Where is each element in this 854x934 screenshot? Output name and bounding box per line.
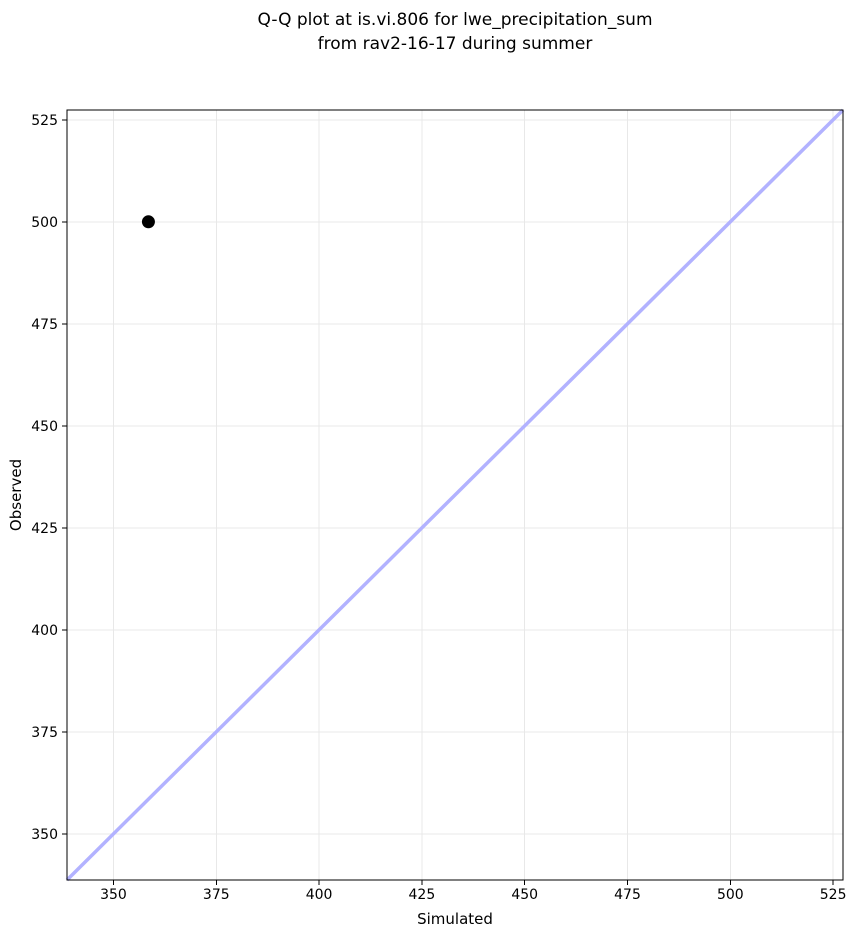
chart-title-line-2: from rav2-16-17 during summer [317,34,593,54]
data-layer [65,108,845,882]
quantile-points-marker [141,215,155,229]
x-tick-label: 425 [409,887,436,903]
y-tick-label: 350 [31,827,58,843]
x-axis-label: Simulated [417,910,493,928]
x-tick-label: 350 [100,887,127,903]
y-axis-label: Observed [7,459,25,531]
y-tick-label: 400 [31,623,58,639]
chart-title-line-1: Q-Q plot at is.vi.806 for lwe_precipitat… [257,10,653,30]
y-tick-label: 450 [31,419,58,435]
identity-line [65,108,845,882]
plot-border [66,109,844,881]
y-tick-label: 525 [31,113,58,129]
y-tick-label: 375 [31,725,58,741]
y-tick-label: 425 [31,521,58,537]
y-tick-label: 500 [31,215,58,231]
x-tick-label: 375 [203,887,230,903]
x-tick-label: 475 [614,887,641,903]
y-tick-label: 475 [31,317,58,333]
x-tick-label: 450 [511,887,538,903]
axis-layer: 350 375 400 425 450 475 500 525 350 375 400 425 450 4… [31,113,846,903]
chart-title: Q-Q plot at is.vi.806 for lwe_precipitat… [67,8,843,56]
x-tick-label: 525 [820,887,847,903]
x-tick-label: 400 [306,887,333,903]
x-tick-label: 500 [717,887,744,903]
grid-layer [67,110,843,880]
